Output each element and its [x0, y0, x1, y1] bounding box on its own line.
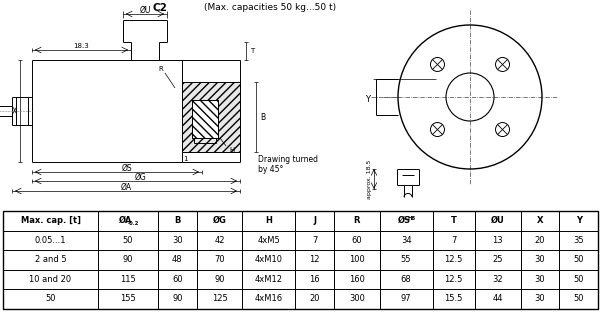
Text: 44: 44 — [492, 294, 503, 303]
Text: Max. cap. [t]: Max. cap. [t] — [20, 216, 81, 225]
Text: 42: 42 — [215, 236, 225, 245]
Text: 60: 60 — [172, 275, 183, 284]
Text: 50: 50 — [573, 275, 584, 284]
Text: 7: 7 — [312, 236, 317, 245]
Text: ØG: ØG — [213, 216, 227, 225]
Text: 160: 160 — [349, 275, 365, 284]
Text: 4xM16: 4xM16 — [255, 294, 283, 303]
Text: T: T — [451, 216, 457, 225]
Text: C2: C2 — [153, 3, 168, 13]
Text: X: X — [537, 216, 543, 225]
Text: 30: 30 — [535, 255, 545, 264]
Text: ØA: ØA — [119, 216, 133, 225]
Text: 7: 7 — [451, 236, 456, 245]
Bar — [192, 100, 218, 138]
Text: J: J — [313, 216, 316, 225]
Text: 30: 30 — [535, 294, 545, 303]
Text: -0.2: -0.2 — [127, 221, 139, 226]
Text: 12: 12 — [310, 255, 320, 264]
Text: B: B — [260, 113, 266, 121]
Text: 18.3: 18.3 — [74, 43, 90, 49]
Text: ØS: ØS — [398, 216, 410, 225]
Text: 50: 50 — [45, 294, 56, 303]
Text: 2 and 5: 2 and 5 — [35, 255, 66, 264]
Text: Y: Y — [576, 216, 582, 225]
Text: ØG: ØG — [135, 173, 147, 182]
Text: 70: 70 — [214, 255, 225, 264]
Text: Y: Y — [365, 95, 370, 104]
Text: 32: 32 — [492, 275, 503, 284]
Text: 50: 50 — [123, 236, 133, 245]
Text: 90: 90 — [123, 255, 133, 264]
Text: 90: 90 — [215, 275, 225, 284]
Text: 50: 50 — [573, 294, 584, 303]
Text: 100: 100 — [349, 255, 365, 264]
Bar — [192, 100, 218, 138]
Text: 1: 1 — [183, 156, 188, 162]
Text: 30: 30 — [172, 236, 183, 245]
Text: 68: 68 — [401, 275, 412, 284]
Text: 125: 125 — [212, 294, 227, 303]
Text: ØU: ØU — [139, 6, 151, 14]
Text: Drawing turned
by 45°: Drawing turned by 45° — [258, 155, 318, 174]
Text: H8: H8 — [407, 216, 415, 221]
Text: 50: 50 — [573, 255, 584, 264]
Text: ØA: ØA — [120, 183, 132, 192]
Text: 15.5: 15.5 — [445, 294, 463, 303]
Text: 20: 20 — [310, 294, 320, 303]
Bar — [182, 82, 240, 152]
Text: H: H — [230, 147, 234, 153]
Text: H: H — [266, 216, 272, 225]
Text: 4xM5: 4xM5 — [257, 236, 280, 245]
Bar — [3, 211, 598, 309]
Text: R: R — [159, 66, 163, 72]
Text: 97: 97 — [401, 294, 412, 303]
Text: 90: 90 — [172, 294, 183, 303]
Text: 115: 115 — [120, 275, 136, 284]
Text: B: B — [174, 216, 180, 225]
Text: 34: 34 — [401, 236, 412, 245]
Text: X: X — [11, 106, 17, 115]
Text: 30: 30 — [535, 275, 545, 284]
Text: (Max. capacities 50 kg...50 t): (Max. capacities 50 kg...50 t) — [204, 3, 336, 12]
Text: 300: 300 — [349, 294, 365, 303]
Text: 16: 16 — [310, 275, 320, 284]
Text: 4xM10: 4xM10 — [255, 255, 283, 264]
Text: ØU: ØU — [491, 216, 504, 225]
Text: 10 and 20: 10 and 20 — [29, 275, 72, 284]
Text: 12.5: 12.5 — [445, 275, 463, 284]
Text: 20: 20 — [535, 236, 545, 245]
Text: 13: 13 — [492, 236, 503, 245]
Text: T: T — [250, 48, 254, 54]
Text: R: R — [353, 216, 360, 225]
Text: approx. 18.5: approx. 18.5 — [367, 159, 371, 199]
Text: 35: 35 — [573, 236, 584, 245]
Text: ØS: ØS — [121, 163, 132, 173]
Text: 25: 25 — [492, 255, 503, 264]
Text: 60: 60 — [352, 236, 362, 245]
Text: 48: 48 — [172, 255, 183, 264]
Text: 4xM12: 4xM12 — [255, 275, 283, 284]
Text: 55: 55 — [401, 255, 411, 264]
Text: 12.5: 12.5 — [445, 255, 463, 264]
Text: 0.05...1: 0.05...1 — [35, 236, 66, 245]
Text: 155: 155 — [120, 294, 136, 303]
